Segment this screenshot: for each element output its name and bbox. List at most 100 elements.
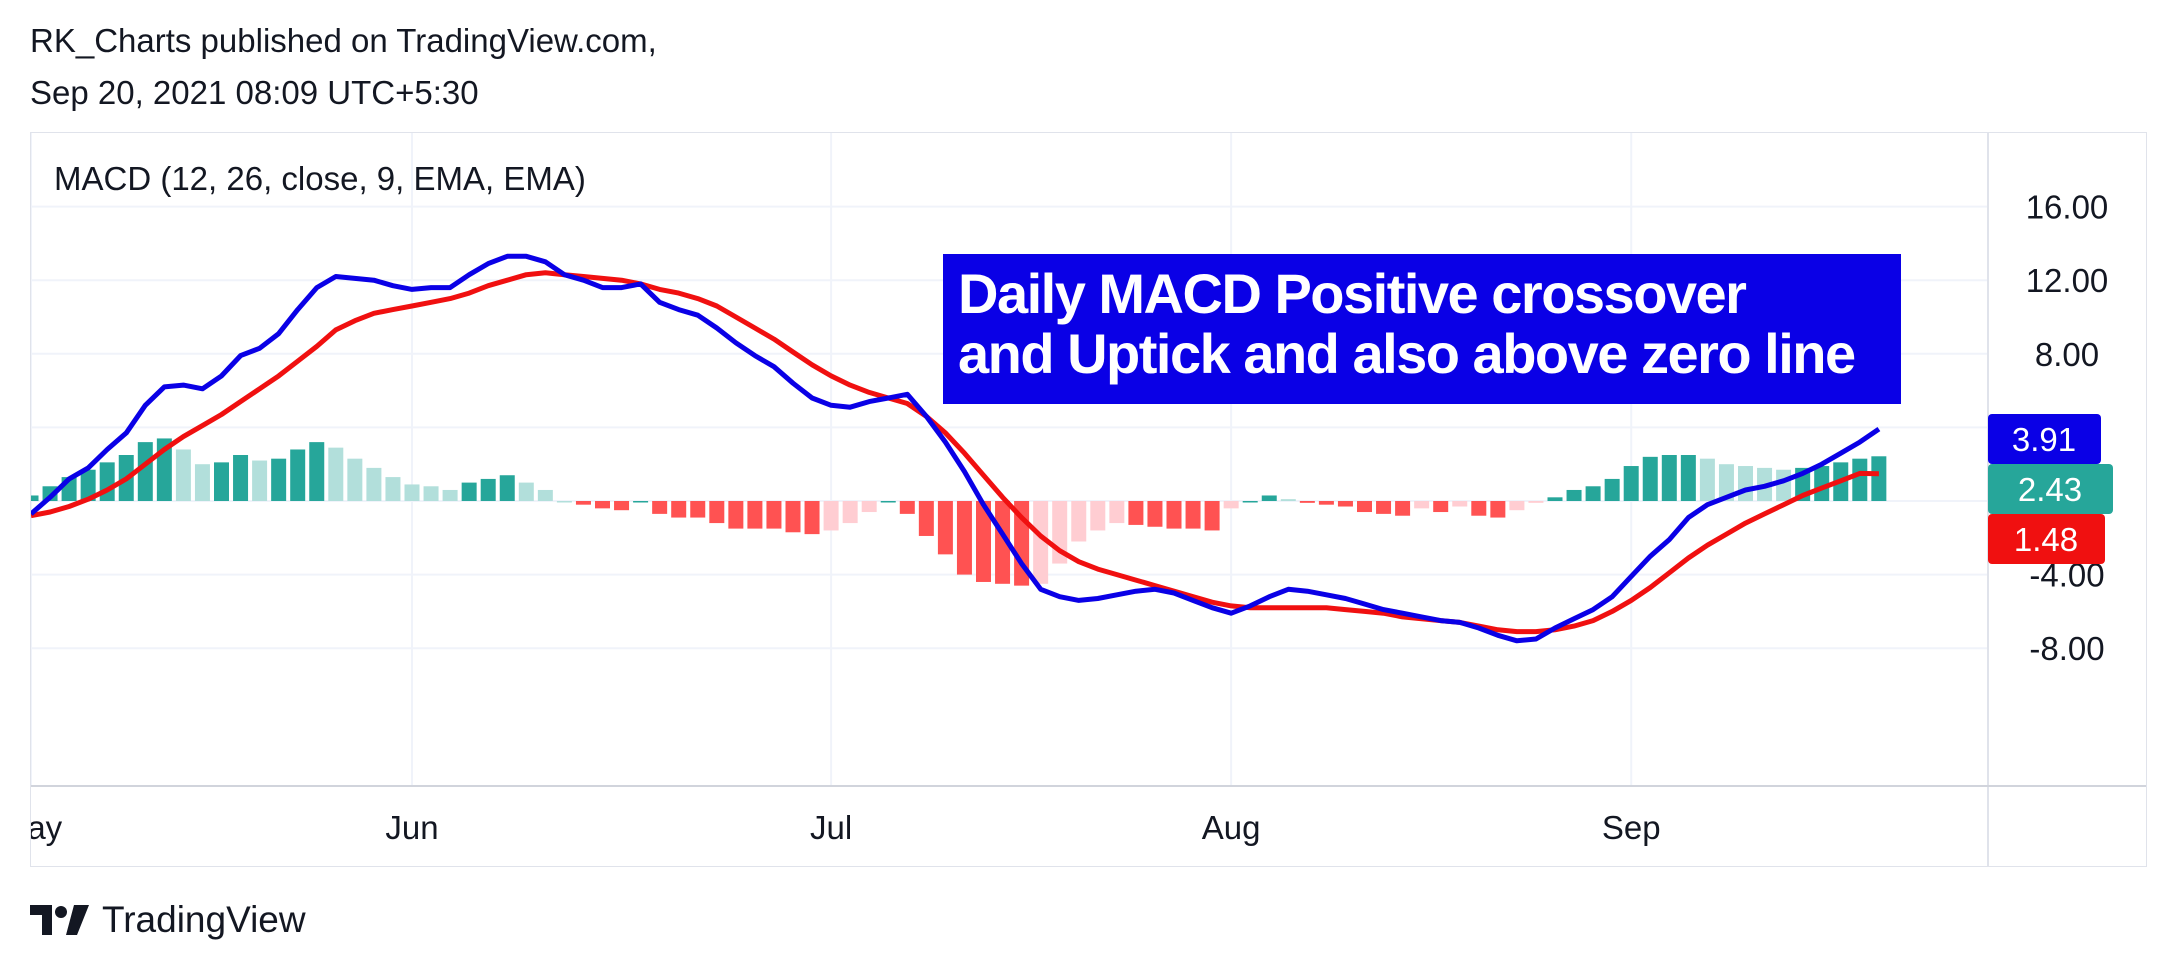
histogram-bar	[1509, 501, 1525, 511]
histogram-bar	[233, 455, 249, 501]
histogram-bar	[671, 501, 687, 518]
x-tick-label: Aug	[1202, 809, 1261, 846]
histogram-bar	[404, 484, 420, 501]
histogram-bar	[766, 501, 782, 529]
histogram-bar	[1699, 458, 1715, 501]
indicator-legend: MACD (12, 26, close, 9, EMA, EMA)	[54, 160, 586, 197]
histogram-bar	[271, 458, 287, 501]
histogram-bar	[1147, 501, 1163, 527]
footer: TradingView	[30, 899, 306, 940]
histogram-bar	[1128, 501, 1144, 525]
histogram-bar	[728, 501, 744, 529]
histogram-bar	[1337, 501, 1353, 507]
histogram-bar	[537, 489, 553, 501]
histogram-bar	[1738, 466, 1753, 501]
histogram-bar	[1204, 501, 1220, 531]
histogram-bar	[1528, 501, 1544, 503]
histogram-bar	[385, 477, 401, 501]
badge-macd-bg	[1988, 414, 2101, 464]
histogram-bar	[1414, 501, 1430, 509]
histogram-bar	[747, 501, 763, 529]
histogram-bar	[1661, 455, 1677, 501]
publisher-line: RK_Charts published on TradingView.com,	[30, 22, 657, 59]
tradingview-logo-icon	[30, 905, 89, 935]
histogram-bar	[575, 501, 591, 505]
histogram-bar	[1318, 501, 1334, 505]
x-axis-labels: May Jun Jul Aug Sep	[0, 809, 1661, 846]
histogram-bar	[1357, 501, 1372, 513]
y-tick-label: 12.00	[2026, 262, 2109, 299]
histogram-bar	[1376, 501, 1392, 514]
histogram-bar	[1280, 499, 1296, 501]
histogram-bar	[1185, 501, 1201, 529]
histogram-bar	[423, 486, 439, 501]
y-tick-label: -8.00	[2029, 630, 2104, 667]
histogram-bar	[976, 501, 991, 582]
series-lines	[29, 253, 1881, 644]
histogram-bar	[1452, 501, 1468, 507]
footer-brand: TradingView	[102, 899, 306, 940]
histogram-bar	[1261, 495, 1277, 501]
histogram-bar	[137, 442, 153, 501]
histogram-bar	[1033, 501, 1049, 584]
histogram-bar	[309, 442, 325, 501]
publish-date: Sep 20, 2021 08:09 UTC+5:30	[30, 74, 479, 111]
histogram-bar	[709, 501, 725, 524]
annotation-line-1: Daily MACD Positive crossover	[958, 262, 1746, 325]
x-tick-label: Sep	[1602, 809, 1661, 846]
histogram-bar	[1242, 501, 1258, 503]
histogram-bar	[937, 501, 953, 555]
histogram-bar	[175, 449, 191, 501]
x-tick-label: Jun	[385, 809, 438, 846]
badge-histogram-value: 2.43	[1988, 464, 2113, 514]
histogram-bar	[956, 501, 972, 575]
histogram-bar	[442, 489, 458, 501]
histogram-bar	[518, 482, 534, 501]
annotation-line-2: and Uptick and also above zero line	[958, 322, 1855, 385]
annotation-box: Daily MACD Positive crossover and Uptick…	[943, 254, 1901, 404]
badge-histogram-bg	[1988, 464, 2113, 514]
histogram-bar	[461, 482, 477, 501]
histogram-bar	[1071, 501, 1087, 542]
histogram-bar	[80, 469, 96, 501]
signal-line	[30, 270, 1879, 635]
histogram-bar	[1718, 464, 1734, 501]
y-tick-label: 16.00	[2026, 189, 2109, 226]
badge-signal-text: 1.48	[2014, 521, 2078, 558]
histogram-bar	[633, 501, 649, 503]
histogram-bar	[1547, 497, 1563, 501]
histogram-bar	[652, 501, 668, 514]
histogram-bar	[1680, 455, 1696, 501]
x-tick-label: May	[31, 809, 63, 846]
histogram-bar	[1871, 456, 1887, 501]
histogram-bar	[1090, 501, 1106, 531]
histogram-bar	[842, 501, 858, 524]
histogram-bar	[614, 501, 630, 511]
histogram-bar	[480, 478, 496, 501]
y-tick-label: 8.00	[2035, 336, 2099, 373]
x-tick-label: Jul	[810, 809, 852, 846]
histogram-bar	[499, 475, 515, 501]
histogram-bar	[1166, 501, 1182, 529]
histogram-bar	[1623, 466, 1639, 501]
badge-signal-bg	[1988, 514, 2105, 564]
histogram-bar	[194, 464, 210, 501]
histogram-bar	[861, 501, 877, 513]
histogram-bar	[1852, 458, 1868, 501]
histogram-bar	[23, 495, 39, 501]
histogram-bar	[995, 501, 1011, 584]
histogram-bar	[880, 501, 896, 503]
histogram-bar	[1642, 456, 1658, 501]
histogram-bar	[595, 501, 610, 509]
annotation-background	[943, 254, 1901, 404]
histogram-bar	[1471, 501, 1487, 516]
histogram-bar	[1299, 501, 1315, 503]
histogram-bar	[347, 458, 363, 501]
histogram-bar	[1433, 501, 1449, 513]
badge-histogram-text: 2.43	[2018, 471, 2082, 508]
macd-line	[29, 253, 1881, 644]
histogram-bar	[785, 501, 801, 533]
